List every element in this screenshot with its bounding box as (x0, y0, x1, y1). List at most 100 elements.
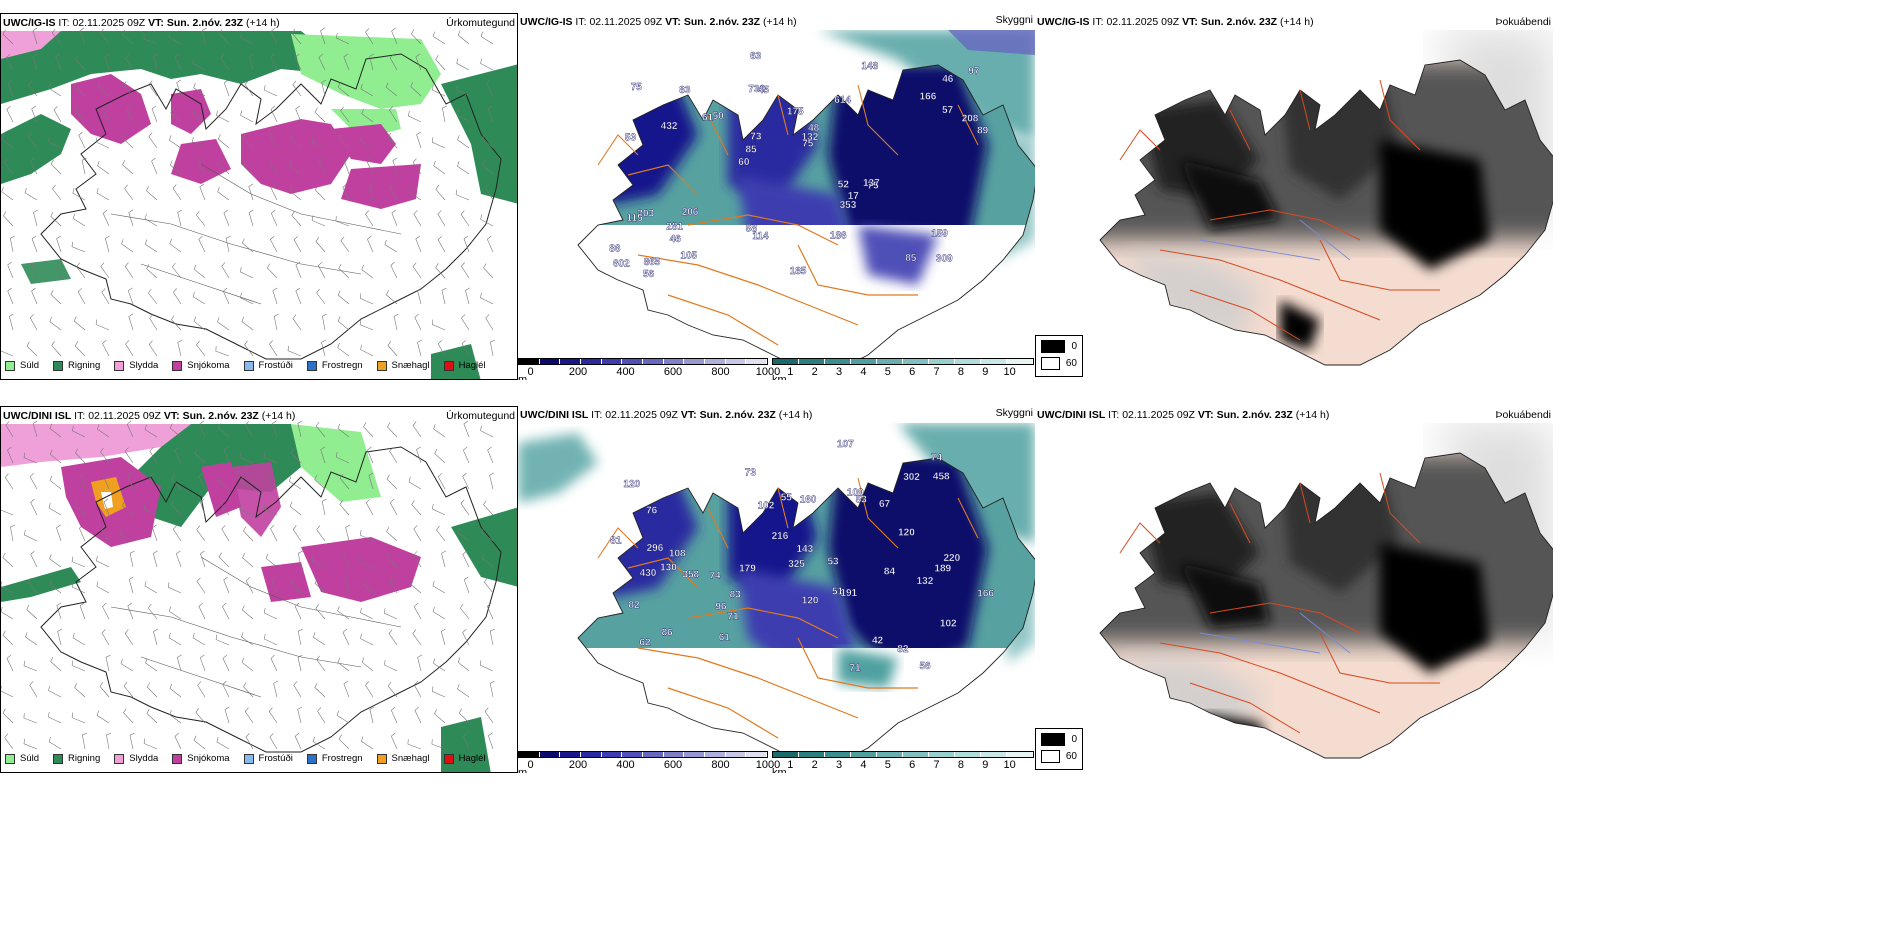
precip-legend-label: Frostúði (258, 753, 293, 764)
colorbar-tick: 6 (909, 366, 916, 378)
wind-barb (359, 293, 374, 305)
wind-barb (432, 581, 446, 594)
wind-barb (48, 712, 62, 724)
wind-barb (437, 210, 446, 227)
wind-barb (387, 132, 398, 149)
wind-barb (485, 314, 494, 331)
wind-barb (220, 54, 230, 71)
colorbar-tick: 8 (957, 366, 964, 378)
ceiling-label: 115 (627, 213, 644, 224)
wind-barb (104, 235, 110, 253)
wind-barb (199, 654, 206, 672)
ceiling-label: 132 (917, 576, 934, 587)
lead-time: (+14 h) (763, 16, 797, 28)
wind-barb (489, 628, 495, 646)
wind-barb (315, 604, 326, 620)
wind-barb (311, 556, 326, 568)
wind-barb (248, 209, 254, 227)
wind-barb (220, 499, 230, 516)
wind-barb (50, 211, 62, 227)
fog-legend-swatch-0 (1041, 340, 1066, 353)
wind-barb (169, 238, 182, 253)
ceiling-label: 159 (931, 228, 948, 239)
ceiling-label: 52 (838, 179, 850, 190)
wind-barb (55, 53, 62, 71)
wind-barb (24, 187, 38, 201)
colorbar-swatch (981, 359, 1007, 364)
wind-barb (311, 215, 326, 227)
wind-barb (124, 262, 134, 279)
wind-barb (124, 447, 134, 464)
colorbar-swatch (539, 359, 561, 364)
wind-barb (29, 681, 38, 698)
wind-barb (104, 53, 110, 71)
wind-barb (196, 577, 206, 594)
wind-barb (31, 235, 38, 253)
wind-barb (197, 681, 206, 698)
colorbar-swatch (705, 359, 726, 364)
wind-barb (440, 628, 446, 646)
wind-barb (461, 262, 470, 279)
wind-barb (28, 132, 38, 149)
wind-barb (78, 131, 86, 149)
wind-barb (50, 656, 62, 672)
precip-legend-label: Haglél (458, 360, 486, 371)
wind-barb (171, 315, 182, 331)
wind-barb (199, 420, 206, 438)
wind-barb (289, 161, 302, 175)
ceiling-label: 53 (828, 557, 840, 568)
wind-barb (79, 602, 86, 620)
wind-barb (270, 105, 278, 123)
precip-legend-item: Slydda (114, 753, 158, 764)
wind-barb (218, 159, 230, 175)
colorbar-tick: 5 (884, 366, 891, 378)
wind-barb (338, 263, 350, 279)
wind-barbs (1, 27, 496, 357)
wind-barb (223, 576, 230, 594)
ceiling-label: 82 (628, 600, 640, 611)
wind-barb (120, 658, 134, 672)
ceiling-label: 89 (977, 125, 989, 136)
wind-barb (99, 681, 110, 698)
wind-barb (106, 732, 112, 750)
panel-title: Skyggni (995, 407, 1033, 419)
model-name: UWC/DINI ISL (3, 410, 72, 422)
wind-barb (100, 28, 110, 45)
wind-barb (149, 314, 158, 331)
wind-barb (265, 553, 278, 568)
precip-type-panel-bottom: UWC/DINI ISL IT: 02.11.2025 09Z VT: Sun.… (0, 406, 518, 773)
cloud-visibility-panel-bottom: UWC/DINI ISL IT: 02.11.2025 09Z VT: Sun.… (518, 406, 1035, 773)
wind-barb (268, 707, 278, 724)
wind-barb (51, 28, 62, 45)
colorbar-tick: 3 (836, 366, 843, 378)
wind-barb (337, 316, 350, 331)
wind-barb (389, 54, 398, 71)
wind-barb (23, 452, 38, 464)
wind-barb (101, 629, 110, 646)
wind-barb (433, 424, 446, 438)
wind-barb (128, 313, 134, 331)
wind-barb (72, 213, 86, 227)
wind-barb (365, 28, 374, 45)
it-label: IT: (58, 17, 70, 29)
precip-legend-swatch (243, 360, 254, 371)
wind-barb (48, 83, 62, 97)
wind-barb (240, 32, 254, 45)
wind-barb (74, 683, 86, 698)
it-value: 02.11.2025 09Z (1122, 409, 1195, 421)
wind-barb (167, 582, 182, 594)
model-name: UWC/DINI ISL (520, 409, 589, 421)
wind-barb (408, 476, 422, 490)
wind-barb (1, 685, 14, 698)
colorbar-tick: 400 (616, 759, 635, 771)
wind-barb (442, 105, 447, 123)
vt-label: VT: (163, 410, 180, 422)
wind-barb (460, 210, 470, 227)
wind-barb (297, 420, 303, 438)
ceiling-label: 53 (625, 133, 637, 144)
wind-barb (72, 632, 86, 646)
wind-barb (102, 209, 110, 227)
precip-legend-label: Slydda (129, 360, 159, 371)
precip-legend-swatch (114, 753, 125, 764)
wind-barb (295, 53, 302, 71)
